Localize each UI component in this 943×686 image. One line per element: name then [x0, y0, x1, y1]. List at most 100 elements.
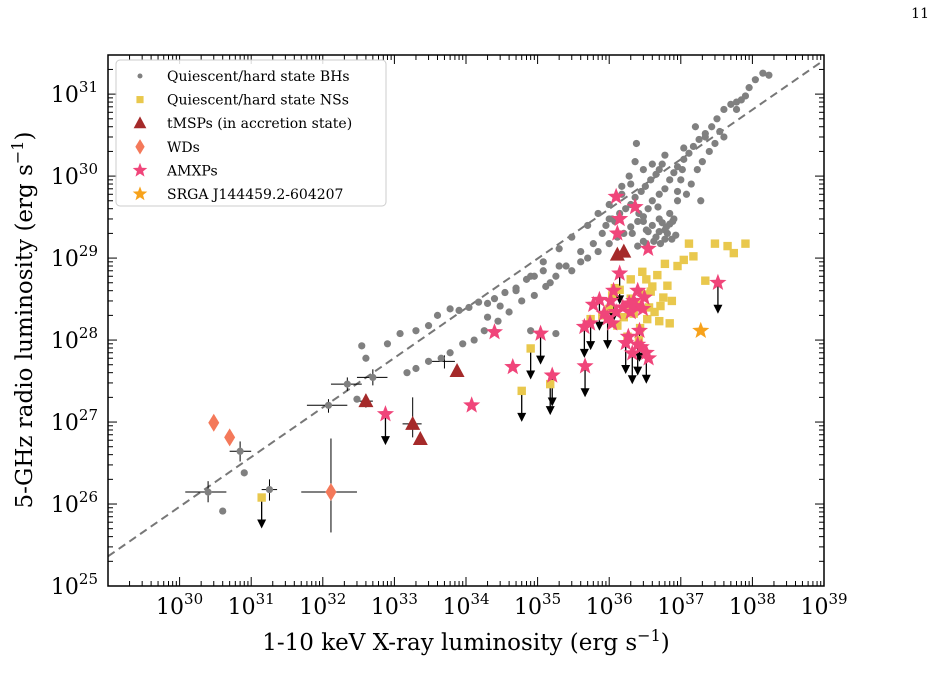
- data-point: [684, 239, 694, 248]
- x-axis-title: 1-10 keV X-ray luminosity (erg s−1): [262, 626, 670, 656]
- data-point: [412, 364, 420, 373]
- data-point: [607, 291, 617, 300]
- data-point: [691, 123, 700, 131]
- data-point: [405, 415, 421, 430]
- data-point: [639, 239, 657, 257]
- data-point: [663, 229, 672, 237]
- data-point: [678, 166, 686, 174]
- data-point: [483, 299, 492, 307]
- data-point: [598, 229, 606, 237]
- upper-limit-arrowhead: [633, 366, 643, 376]
- data-point: [655, 190, 663, 198]
- data-point: [631, 158, 639, 166]
- data-point: [692, 321, 710, 338]
- y-tick-label: 1027: [51, 406, 98, 436]
- x-tick-label: 1032: [299, 590, 346, 620]
- data-point: [224, 428, 236, 447]
- legend-marker: [135, 139, 145, 155]
- data-point: [446, 349, 454, 357]
- data-point: [604, 281, 623, 298]
- data-point: [539, 267, 547, 275]
- data-point: [607, 302, 625, 320]
- data-point: [710, 239, 720, 248]
- y-tick-label: 1029: [51, 242, 98, 272]
- data-point: [584, 295, 602, 312]
- data-point: [594, 247, 602, 256]
- data-point: [741, 92, 750, 100]
- data-point: [648, 221, 656, 230]
- legend-box: [115, 59, 387, 207]
- data-point: [602, 291, 620, 309]
- data-point: [698, 158, 706, 166]
- upper-limit-arrowhead: [580, 388, 590, 398]
- data-point: [358, 342, 366, 350]
- data-point: [729, 248, 739, 258]
- data-point: [642, 226, 650, 234]
- data-point: [626, 197, 644, 215]
- data-point: [611, 264, 629, 281]
- data-point: [620, 294, 638, 311]
- data-point: [635, 288, 653, 305]
- x-tick-label: 1036: [586, 590, 633, 620]
- data-point: [632, 139, 641, 148]
- data-point: [627, 297, 645, 314]
- data-point: [663, 281, 672, 290]
- data-point: [697, 197, 705, 205]
- data-point: [637, 187, 645, 196]
- data-point: [614, 298, 632, 315]
- legend: Quiescent/hard state BHs Quiescent/hard s…: [115, 59, 387, 207]
- data-point: [642, 275, 651, 284]
- data-point: [661, 151, 669, 159]
- data-point: [555, 262, 563, 270]
- data-point: [680, 144, 688, 152]
- upper-limit-arrowhead: [536, 355, 546, 365]
- data-point: [485, 323, 504, 340]
- upper-limit-arrowhead: [547, 397, 557, 407]
- data-point: [595, 304, 613, 321]
- data-point: [353, 395, 361, 403]
- data-point: [720, 133, 728, 141]
- data-point: [650, 307, 659, 317]
- data-point: [634, 242, 642, 250]
- data-point: [751, 76, 759, 84]
- data-point: [611, 209, 629, 227]
- data-point: [376, 405, 395, 422]
- data-point: [608, 224, 626, 241]
- data-point: [687, 180, 695, 188]
- data-point: [625, 172, 633, 180]
- y-tick-label: 1028: [51, 324, 98, 354]
- data-point: [634, 299, 652, 317]
- data-point: [655, 228, 663, 236]
- data-point: [552, 272, 560, 280]
- data-point: [646, 287, 655, 296]
- data-point: [647, 176, 655, 184]
- data-point: [568, 267, 576, 275]
- data-point: [240, 469, 248, 477]
- y-tick-label: 1025: [51, 570, 98, 600]
- data-point: [639, 166, 647, 174]
- data-point: [623, 344, 641, 361]
- data-point: [685, 149, 693, 157]
- legend-label: AMXPs: [166, 163, 218, 179]
- data-point: [576, 357, 594, 374]
- data-point: [661, 235, 669, 243]
- data-point: [759, 69, 767, 77]
- data-point: [555, 245, 563, 253]
- data-point: [660, 259, 670, 269]
- x-tick-label: 1037: [657, 590, 704, 620]
- data-point: [459, 340, 467, 348]
- data-point: [709, 273, 727, 291]
- data-point: [625, 291, 643, 309]
- data-point: [546, 379, 555, 389]
- y-tick-label: 1026: [51, 488, 98, 518]
- legend-label: Quiescent/hard state NSs: [167, 93, 349, 109]
- data-point: [412, 327, 420, 335]
- legend-marker: [133, 116, 147, 129]
- data-point: [693, 166, 701, 174]
- data-point: [343, 380, 351, 388]
- data-point: [590, 290, 608, 308]
- data-point: [603, 314, 621, 331]
- data-point: [383, 340, 392, 348]
- data-point: [584, 221, 592, 230]
